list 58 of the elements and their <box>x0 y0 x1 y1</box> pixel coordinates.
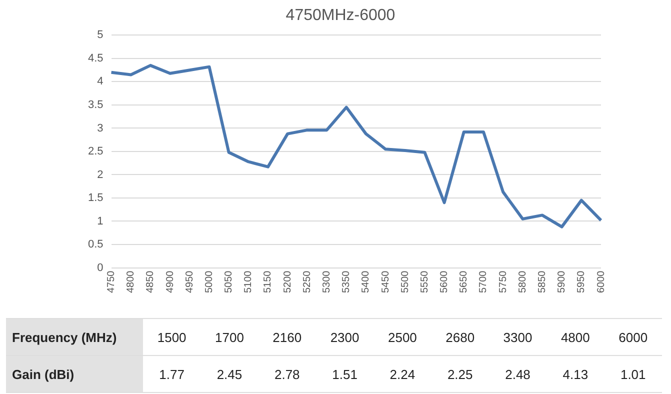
x-tick-label: 5850 <box>536 270 548 294</box>
x-tick-label: 5200 <box>282 270 294 294</box>
data-label: 2.24 <box>374 356 432 392</box>
x-tick-label: 4800 <box>126 270 137 294</box>
x-tick-label: 4900 <box>164 270 176 294</box>
x-tick-label: 5050 <box>224 270 235 294</box>
x-tick-label: 6000 <box>596 270 607 294</box>
y-tick-label: 1 <box>97 215 104 228</box>
x-tick-label: 5650 <box>458 270 470 294</box>
data-label: 1.51 <box>316 356 374 392</box>
data-label: 2.78 <box>258 356 316 392</box>
category-label: 2680 <box>431 318 489 356</box>
x-tick-label: 5150 <box>262 270 274 294</box>
x-tick-label: 5100 <box>243 270 254 294</box>
x-tick-label: 4850 <box>145 270 156 294</box>
data-label: 2.45 <box>200 356 258 392</box>
text: Gain (dBi) <box>6 356 143 392</box>
y-tick-label: 0 <box>97 262 104 274</box>
data-label: 1.01 <box>604 356 662 392</box>
x-tick-label: 5500 <box>400 270 411 294</box>
category-label: 2300 <box>316 318 374 356</box>
y-tick-label: 2 <box>97 168 104 181</box>
category-label: 2500 <box>374 318 432 356</box>
category-label: 1700 <box>200 318 258 356</box>
x-tick-label: 5900 <box>556 270 568 294</box>
x-tick-label: 5000 <box>204 270 215 294</box>
y-tick-label: 4 <box>97 76 104 88</box>
y-tick-label: 3 <box>97 122 104 134</box>
x-tick-label: 5400 <box>360 270 372 294</box>
x-tick-label: 5550 <box>419 270 430 294</box>
x-tick-label: 4950 <box>184 270 196 294</box>
x-tick-label: 5950 <box>576 270 588 294</box>
y-tick-label: 4.5 <box>88 52 104 64</box>
data-label: 2.25 <box>431 356 489 392</box>
y-tick-label: 0.5 <box>88 238 104 251</box>
data-label: 2.48 <box>488 356 547 392</box>
x-tick-label: 5600 <box>439 270 450 294</box>
y-tick-label: 1.5 <box>88 192 104 204</box>
data-label: 4.13 <box>546 356 604 392</box>
category-label: 4800 <box>546 318 604 356</box>
y-tick-label: 3.5 <box>88 98 104 111</box>
x-tick-label: 5300 <box>322 270 333 294</box>
x-tick-label: 5750 <box>498 270 509 294</box>
x-tick-label: 5700 <box>478 270 490 294</box>
category-label: 3300 <box>488 318 547 356</box>
category-label: 1500 <box>143 318 201 356</box>
x-tick-label: 5450 <box>380 270 392 294</box>
text: Frequency (MHz) <box>6 318 143 356</box>
x-tick-label: 5250 <box>302 270 313 294</box>
y-tick-label: 5 <box>97 29 104 42</box>
category-label: 6000 <box>604 318 662 356</box>
data-label: 1.77 <box>143 356 201 392</box>
x-tick-label: 5800 <box>517 270 528 294</box>
y-tick-label: 2.5 <box>88 146 104 158</box>
x-tick-label: 5350 <box>341 270 352 294</box>
chart-title: 4750MHz-6000 <box>286 7 396 24</box>
category-label: 2160 <box>258 318 316 356</box>
x-tick-label: 4750 <box>106 270 118 294</box>
